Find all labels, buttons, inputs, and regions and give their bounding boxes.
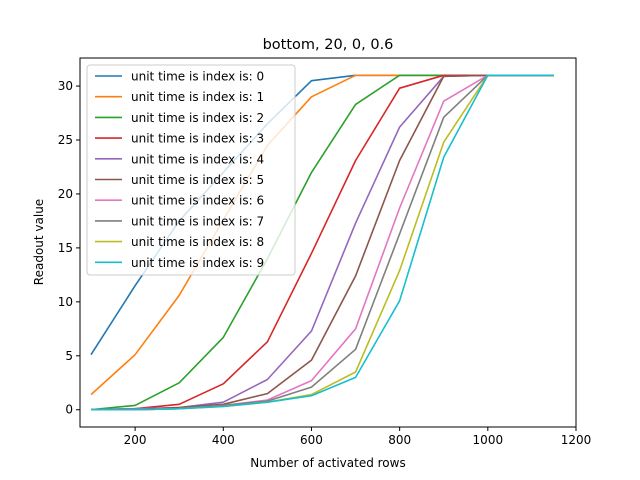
y-tick-label: 10 [58, 295, 73, 309]
x-tick-label: 1000 [473, 433, 504, 447]
legend-label: unit time is index is: 0 [131, 70, 264, 84]
y-axis-label: Readout value [32, 199, 46, 285]
x-axis-ticks: 200 400 600 800 1000 1200 [124, 427, 592, 447]
y-tick-label: 20 [58, 187, 73, 201]
legend-label: unit time is index is: 5 [131, 173, 264, 187]
x-axis-label: Number of activated rows [250, 456, 405, 470]
x-tick-label: 800 [388, 433, 411, 447]
plot-frame [79, 57, 577, 428]
y-tick-label: 25 [58, 133, 73, 147]
series-line-9 [91, 74, 554, 411]
legend-label: unit time is index is: 8 [131, 235, 264, 249]
y-tick-label: 5 [65, 349, 73, 363]
y-tick-label: 0 [65, 403, 73, 417]
y-tick-label: 30 [58, 79, 73, 93]
x-tick-label: 1200 [561, 433, 592, 447]
x-tick-label: 600 [300, 433, 323, 447]
legend: unit time is index is: 0 unit time is ind… [86, 64, 296, 276]
legend-label: unit time is index is: 1 [131, 90, 264, 104]
x-tick-label: 200 [124, 433, 147, 447]
legend-label: unit time is index is: 2 [131, 111, 264, 125]
legend-label: unit time is index is: 6 [131, 194, 264, 208]
legend-label: unit time is index is: 7 [131, 214, 264, 228]
y-tick-label: 15 [58, 241, 73, 255]
chart-title: bottom, 20, 0, 0.6 [263, 37, 394, 53]
y-axis-ticks: 0 5 10 15 20 25 30 [58, 79, 80, 417]
x-tick-label: 400 [212, 433, 235, 447]
legend-label: unit time is index is: 4 [131, 152, 264, 166]
legend-box [86, 64, 296, 276]
plot-lines [90, 74, 554, 411]
legend-label: unit time is index is: 9 [131, 256, 264, 270]
legend-label: unit time is index is: 3 [131, 132, 264, 146]
